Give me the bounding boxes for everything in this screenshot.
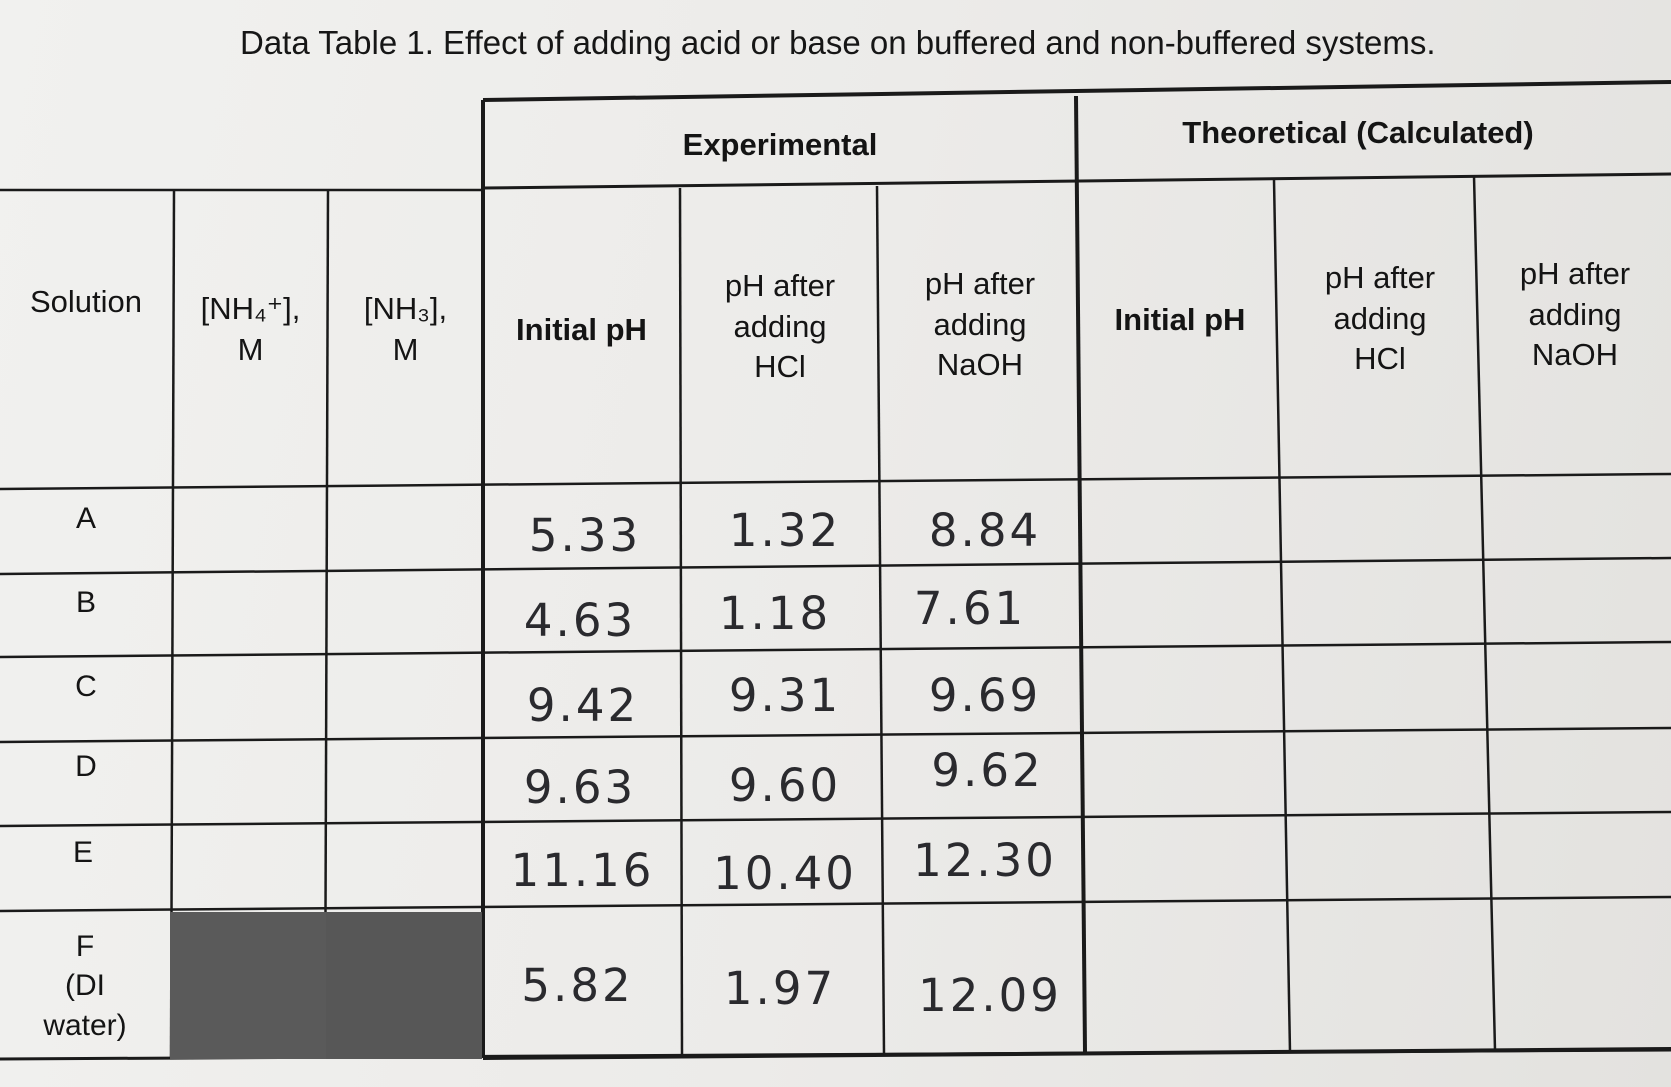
- cell-a-exp-initial-ph: 5.33: [528, 508, 642, 562]
- cell-f-exp-ph-naoh: 12.09: [918, 968, 1062, 1022]
- row-label-f: F (DI water): [43, 929, 127, 1042]
- col-header-exp-initial-ph: Initial pH: [516, 311, 647, 347]
- cell-a-exp-ph-naoh: 8.84: [928, 503, 1042, 557]
- group-header-theoretical: Theoretical (Calculated): [1182, 114, 1534, 150]
- row-label-c: C: [75, 670, 97, 704]
- cell-c-exp-initial-ph: 9.42: [526, 678, 640, 732]
- cell-f-exp-initial-ph: 5.82: [521, 958, 634, 1012]
- shaded-cell-nh4-f: [170, 912, 326, 1059]
- cell-b-exp-initial-ph: 4.63: [523, 593, 637, 647]
- cell-c-exp-ph-naoh: 9.69: [928, 668, 1042, 722]
- col-header-exp-ph-naoh: pH after adding NaOH: [924, 265, 1036, 383]
- col-header-nh4: [NH₄⁺], M: [200, 291, 301, 367]
- shaded-cell-nh3-f: [326, 912, 482, 1059]
- table-title: Data Table 1. Effect of adding acid or b…: [240, 24, 1436, 61]
- col-header-nh3: [NH₃], M: [363, 291, 448, 367]
- row-label-a: A: [75, 502, 96, 536]
- cell-c-exp-ph-hcl: 9.31: [728, 668, 842, 722]
- row-label-d: D: [75, 750, 97, 784]
- cell-a-exp-ph-hcl: 1.32: [728, 503, 842, 557]
- col-header-exp-ph-hcl: pH after adding HCl: [724, 267, 836, 385]
- col-header-theo-ph-naoh: pH after adding NaOH: [1519, 255, 1631, 373]
- cell-f-exp-ph-hcl: 1.97: [723, 961, 837, 1015]
- cell-d-exp-ph-naoh: 9.62: [931, 743, 1044, 797]
- row-label-b: B: [75, 586, 96, 620]
- col-header-theo-initial-ph: Initial pH: [1114, 301, 1246, 337]
- col-header-theo-ph-hcl: pH after adding HCl: [1324, 259, 1436, 377]
- cell-d-exp-ph-hcl: 9.60: [728, 758, 842, 812]
- col-header-solution: Solution: [29, 284, 143, 320]
- row-label-e: E: [72, 836, 93, 870]
- group-header-experimental: Experimental: [682, 126, 878, 162]
- cell-e-exp-initial-ph: 11.16: [510, 843, 655, 897]
- cell-b-exp-ph-naoh: 7.61: [913, 581, 1027, 635]
- cell-e-exp-ph-hcl: 10.40: [713, 846, 857, 900]
- cell-d-exp-initial-ph: 9.63: [523, 760, 637, 814]
- cell-e-exp-ph-naoh: 12.30: [913, 833, 1057, 887]
- cell-b-exp-ph-hcl: 1.18: [718, 586, 832, 640]
